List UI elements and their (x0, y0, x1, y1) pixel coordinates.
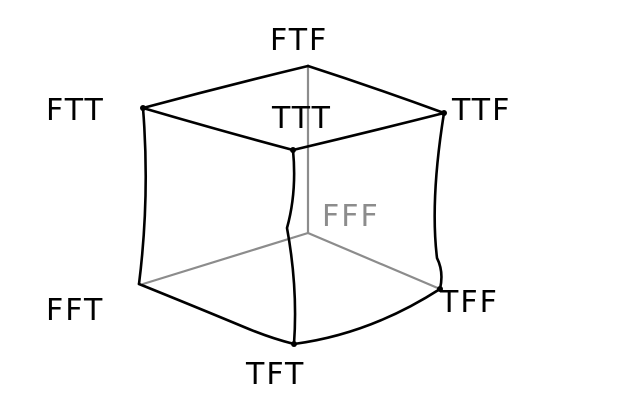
label-ftf: FTF (270, 23, 328, 58)
label-ttf: TTF (451, 93, 511, 128)
vertex-dot-tft (291, 341, 297, 347)
label-fff: FFF (322, 199, 380, 234)
edge-ttf-tff (433, 111, 446, 291)
edge-ttt-ttf (291, 111, 446, 152)
edge-fff-fft (141, 231, 310, 286)
edge-fft-tft (137, 282, 296, 346)
label-ttt: TTT (271, 101, 332, 136)
edge-ftt-ftf (141, 64, 310, 110)
edge-ttt-tft (285, 148, 297, 346)
edge-fff-tff (306, 231, 442, 291)
edge-ftf-ttf (306, 64, 446, 115)
label-ftt: FTT (46, 93, 105, 128)
vertex-dot-tff (437, 286, 443, 292)
edge-tft-tff (292, 287, 442, 346)
edge-ftt-ttt (141, 106, 295, 152)
edge-ftt-fft (137, 106, 148, 286)
label-fft: FFT (46, 293, 104, 328)
visible-edges (137, 64, 446, 346)
vertex-dot-ttt (290, 147, 296, 153)
vertex-labels: FTF FTT TTT TTF FFF FFT TFF TFT (46, 23, 511, 392)
label-tft: TFT (245, 357, 305, 392)
hidden-edges (141, 64, 442, 291)
vertex-dot-ftt (140, 105, 146, 111)
label-tff: TFF (439, 285, 499, 320)
vertex-dot-ttf (441, 110, 447, 116)
vertex-dots (140, 105, 447, 347)
